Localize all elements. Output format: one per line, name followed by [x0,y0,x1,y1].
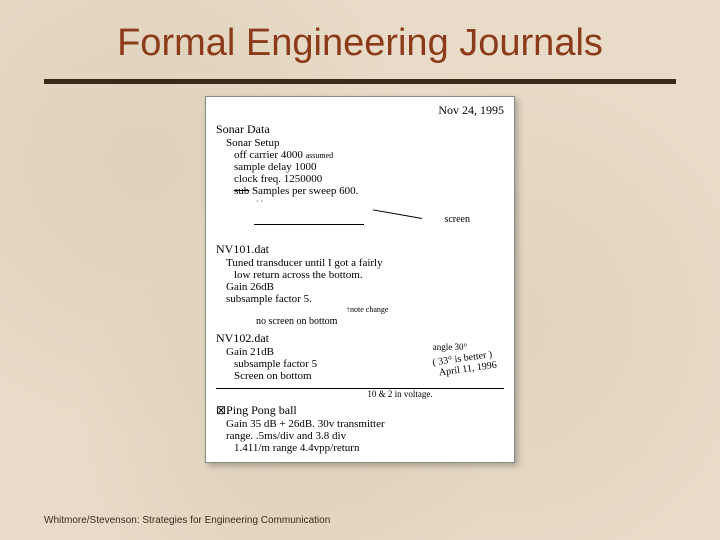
ping-gain: Gain 35 dB + 26dB. 30v transmitter [226,418,504,430]
sample-delay: sample delay 1000 [234,161,504,173]
nv101-name: NV101.dat [216,242,504,257]
ping-range: range. .5ms/div and 3.8 div [226,430,504,442]
ping-final: 1.411/m range 4.4vpp/return [234,442,504,454]
screen-arrow [373,209,422,219]
off-carrier: off carrier 4000 assumed [234,149,504,161]
angle-better-group: ( 33° is better ) April 11, 1996 [432,349,498,380]
voltage-note: 10 & 2 in voltage. [296,389,504,399]
clock-freq: clock freq. 1250000 [234,173,504,185]
screen-label: screen [444,214,470,225]
nv101-noscreen: no screen on bottom [256,316,504,327]
ping-label: ⊠Ping Pong ball [216,403,504,418]
struck-sub: sub [234,185,249,197]
nv101-line2: low return across the bottom. [234,269,504,281]
nv101-line1: Tuned transducer until I got a fairly [226,257,504,269]
journal-heading: Sonar Data [216,122,504,137]
assumed-note: assumed [306,151,334,160]
samples-sweep: sub Samples per sweep 600. [234,185,504,197]
nv101-gain: Gain 26dB [226,281,504,293]
screen-underline [254,224,364,225]
samples-sweep-text: Samples per sweep 600. [252,185,358,197]
screen-sketch: screen [216,208,504,238]
off-carrier-text: off carrier 4000 [234,149,303,161]
angle-annotation: angle 30° ( 33° is better ) April 11, 19… [433,343,496,375]
journal-date: Nov 24, 1995 [216,103,504,118]
title-divider [44,79,676,84]
note-change: ↑note change [346,305,504,314]
slide-title: Formal Engineering Journals [0,0,720,65]
dots: · · [256,197,504,206]
setup-label: Sonar Setup [226,137,504,149]
footer-credit: Whitmore/Stevenson: Strategies for Engin… [44,515,330,526]
nv101-subsample: subsample factor 5. [226,293,504,305]
journal-page: Nov 24, 1995 Sonar Data Sonar Setup off … [205,96,515,463]
